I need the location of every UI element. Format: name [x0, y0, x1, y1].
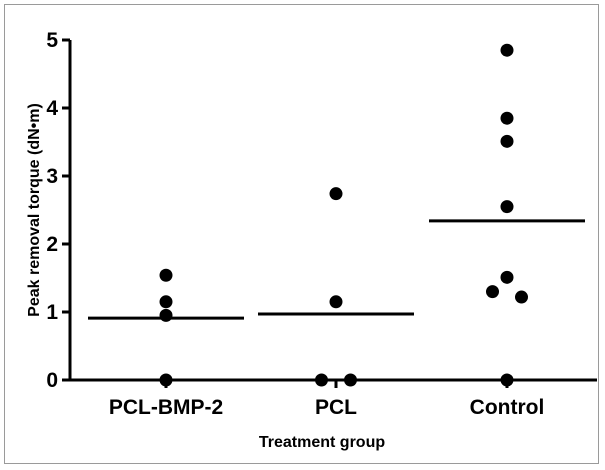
y-tick-label: 5 [46, 29, 58, 52]
y-tick-label: 4 [46, 97, 58, 120]
x-ticks: PCL-BMP-2 PCL Control [109, 380, 545, 419]
y-tick-label: 3 [46, 165, 58, 188]
y-ticks: 0 1 2 3 4 5 [46, 29, 70, 392]
y-tick-label: 2 [46, 233, 58, 256]
y-axis-title: Peak removal torque (dN•m) [26, 103, 43, 317]
x-tick-label: Control [470, 396, 545, 419]
data-point [159, 373, 173, 387]
data-points [159, 43, 528, 387]
y-axis: 0 1 2 3 4 5 [46, 29, 72, 392]
data-point [500, 373, 514, 387]
data-point [329, 187, 343, 201]
y-tick-label: 0 [46, 369, 58, 392]
data-point [500, 134, 514, 148]
data-point [500, 270, 514, 284]
y-tick-label: 1 [46, 301, 58, 324]
x-axis: PCL-BMP-2 PCL Control [68, 378, 597, 419]
x-tick-label: PCL [315, 396, 357, 419]
data-point [159, 308, 173, 322]
data-point [159, 295, 173, 309]
data-point [344, 373, 357, 387]
chart-frame [4, 4, 599, 464]
data-point [329, 295, 343, 309]
data-point [500, 111, 514, 125]
data-point [515, 290, 528, 304]
x-tick-label: PCL-BMP-2 [109, 396, 223, 419]
data-point [500, 43, 514, 57]
x-axis-title: Treatment group [259, 434, 385, 451]
data-point [486, 285, 499, 299]
data-point [500, 200, 514, 214]
data-point [159, 268, 173, 282]
data-point [315, 373, 328, 387]
